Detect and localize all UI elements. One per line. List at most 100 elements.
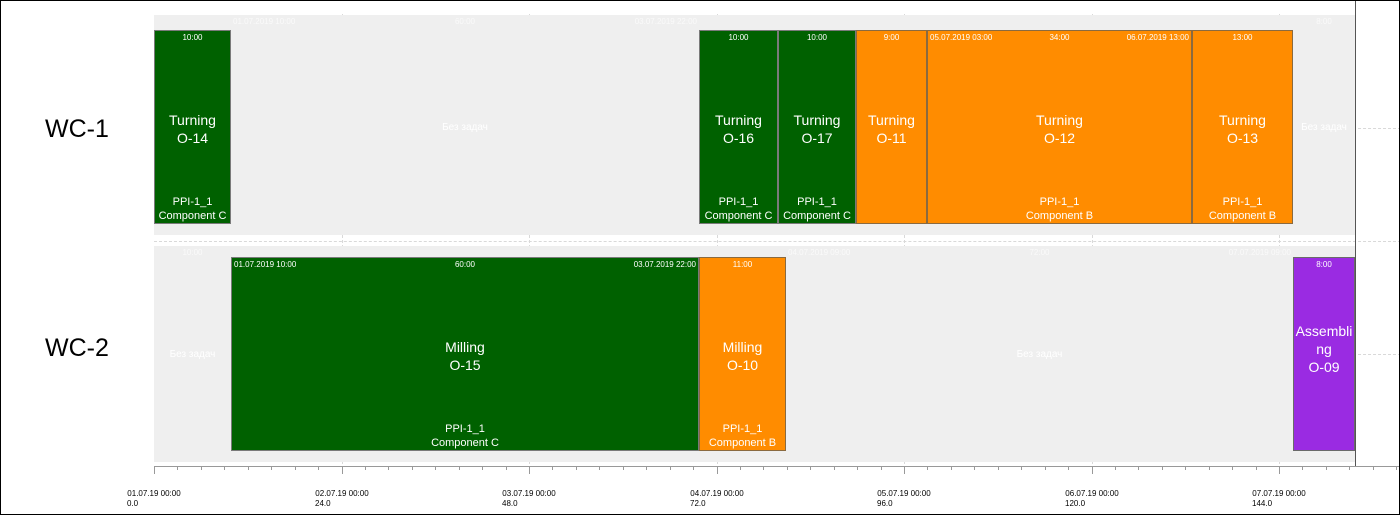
grid-line (154, 241, 1399, 242)
axis-minor-tick (739, 467, 741, 470)
task-duration: 11:00 (732, 260, 753, 269)
axis-minor-tick (552, 467, 554, 470)
task-id: O-10 (726, 357, 759, 373)
task-duration: 8:00 (1316, 260, 1332, 269)
task-component: Component B (708, 437, 777, 449)
task-order: PPI-1_1 (172, 196, 213, 208)
axis-minor-tick (974, 467, 976, 470)
idle-duration: 60:00 (454, 17, 476, 26)
task-bar-o-16[interactable]: 10:00 Turning O-16 PPI-1_1 Component C (699, 30, 778, 224)
axis-minor-tick (1232, 467, 1234, 470)
axis-minor-tick (599, 467, 601, 470)
row-label-wc-1: WC-1 (45, 115, 109, 143)
axis-minor-tick (1185, 467, 1187, 470)
grid-line (529, 14, 530, 464)
grid-line (342, 14, 343, 464)
task-duration: 9:00 (883, 33, 900, 42)
axis-minor-tick (997, 467, 999, 470)
axis-minor-tick (177, 467, 179, 470)
axis-minor-tick (388, 467, 390, 470)
task-component: Component B (1208, 210, 1277, 222)
task-id: O-14 (176, 130, 209, 146)
task-operation-line1: Assembli (1295, 323, 1353, 339)
axis-minor-tick (950, 467, 952, 470)
axis-minor-tick (927, 467, 929, 470)
idle-label: Без задач (442, 122, 488, 133)
axis-tick-label: 07.07.19 00:00 144.0 (1252, 489, 1306, 508)
task-operation: Turning (1219, 112, 1266, 128)
axis-minor-tick (364, 467, 366, 470)
axis-minor-tick (810, 467, 812, 470)
task-id: O-16 (722, 130, 755, 146)
task-duration: 10:00 (806, 33, 828, 42)
idle-label: Без задач (169, 349, 216, 360)
task-bar-o-17[interactable]: 10:00 Turning O-17 PPI-1_1 Component C (778, 30, 856, 224)
idle-bar[interactable]: 10:00 Без задач (154, 246, 231, 462)
task-bar-o-10[interactable]: 11:00 Milling O-10 PPI-1_1 Component B (699, 257, 786, 451)
task-bar-o-15[interactable]: 01.07.2019 10:00 60:00 03.07.2019 22:00 … (231, 257, 699, 451)
axis-minor-tick (1372, 467, 1374, 470)
task-operation: Turning (793, 112, 841, 128)
grid-line (904, 14, 905, 464)
time-axis (154, 466, 1399, 467)
task-bar-o-14[interactable]: 10:00 Turning O-14 PPI-1_1 Component C (154, 30, 231, 224)
axis-minor-tick (1396, 467, 1398, 470)
axis-minor-tick (247, 467, 249, 470)
idle-bar[interactable]: 01.07.2019 10:00 60:00 03.07.2019 22:00 … (231, 15, 699, 235)
axis-minor-tick (1349, 467, 1351, 470)
axis-minor-tick (458, 467, 460, 470)
axis-minor-tick (1325, 467, 1327, 470)
idle-end: 03.07.2019 22:00 (634, 17, 697, 26)
task-bar-o-11[interactable]: 9:00 Turning O-11 (856, 30, 927, 224)
task-order: PPI-1_1 (1222, 196, 1263, 208)
task-bar-o-09[interactable]: 8:00 Assembli ng O-09 (1293, 257, 1355, 451)
task-id: O-17 (801, 130, 833, 146)
axis-minor-tick (1068, 467, 1070, 470)
task-operation: Turning (868, 112, 915, 128)
axis-minor-tick (271, 467, 273, 470)
axis-tick-label: 04.07.19 00:00 72.0 (690, 489, 744, 508)
axis-minor-tick (786, 467, 788, 470)
task-component: Component C (431, 437, 499, 449)
axis-minor-tick (1138, 467, 1140, 470)
axis-minor-tick (318, 467, 320, 470)
task-end: 03.07.2019 22:00 (633, 260, 696, 269)
idle-duration: 72:00 (1029, 248, 1050, 257)
task-start: 05.07.2019 03:00 (930, 33, 993, 42)
current-time-line (1355, 1, 1356, 466)
idle-bar[interactable]: 8:00 Без задач (1293, 15, 1355, 235)
axis-minor-tick (1255, 467, 1257, 470)
axis-major-tick (904, 467, 905, 474)
axis-minor-tick (1161, 467, 1163, 470)
grid-line (1092, 14, 1093, 464)
axis-minor-tick (575, 467, 577, 470)
task-id: O-12 (1043, 130, 1076, 146)
axis-minor-tick (646, 467, 648, 470)
task-order: PPI-1_1 (797, 196, 837, 208)
task-id: O-15 (449, 357, 481, 373)
task-bar-o-13[interactable]: 13:00 Turning O-13 PPI-1_1 Component B (1192, 30, 1293, 224)
axis-minor-tick (669, 467, 671, 470)
axis-tick-label: 02.07.19 00:00 24.0 (315, 489, 369, 508)
axis-tick-label: 05.07.19 00:00 96.0 (877, 489, 931, 508)
axis-tick-label: 06.07.19 00:00 120.0 (1065, 489, 1119, 508)
axis-minor-tick (200, 467, 202, 470)
task-bar-o-12[interactable]: 05.07.2019 03:00 34:00 06.07.2019 13:00 … (927, 30, 1192, 224)
axis-major-tick (1279, 467, 1280, 474)
axis-minor-tick (294, 467, 296, 470)
grid-line (1279, 14, 1280, 464)
idle-start: 01.07.2019 10:00 (233, 17, 296, 26)
task-component: Component C (783, 210, 851, 222)
task-order: PPI-1_1 (718, 196, 759, 208)
axis-minor-tick (763, 467, 765, 470)
axis-minor-tick (1021, 467, 1023, 470)
axis-major-tick (1092, 467, 1093, 474)
axis-major-tick (154, 467, 155, 474)
task-id: O-13 (1226, 130, 1259, 146)
axis-minor-tick (693, 467, 695, 470)
grid-line (717, 14, 718, 464)
axis-minor-tick (857, 467, 859, 470)
axis-minor-tick (622, 467, 624, 470)
idle-bar[interactable]: 04.07.2019 09:00 72:00 07.07.2019 09:00 … (786, 246, 1293, 462)
